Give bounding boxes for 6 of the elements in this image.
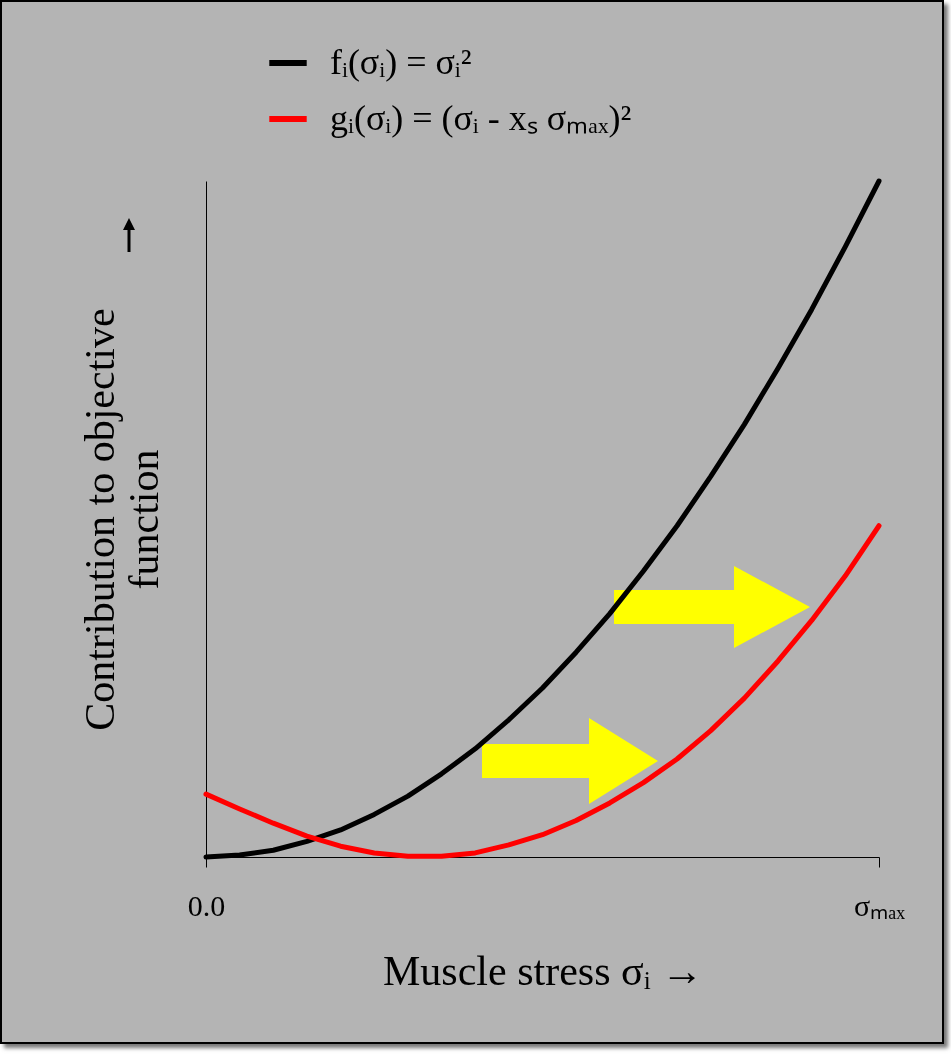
y-axis-title: Contribution to objective function bbox=[76, 308, 167, 731]
x-tick-label: σₘₐₓ bbox=[853, 888, 906, 922]
x-axis-title: Muscle stress σᵢ → bbox=[383, 947, 703, 994]
x-tick-label: 0.0 bbox=[187, 888, 226, 922]
legend-label: gᵢ(σᵢ) = (σᵢ - xₛ σₘₐₓ)² bbox=[330, 98, 632, 138]
legend-label: fᵢ(σᵢ) = σᵢ² bbox=[330, 42, 472, 82]
